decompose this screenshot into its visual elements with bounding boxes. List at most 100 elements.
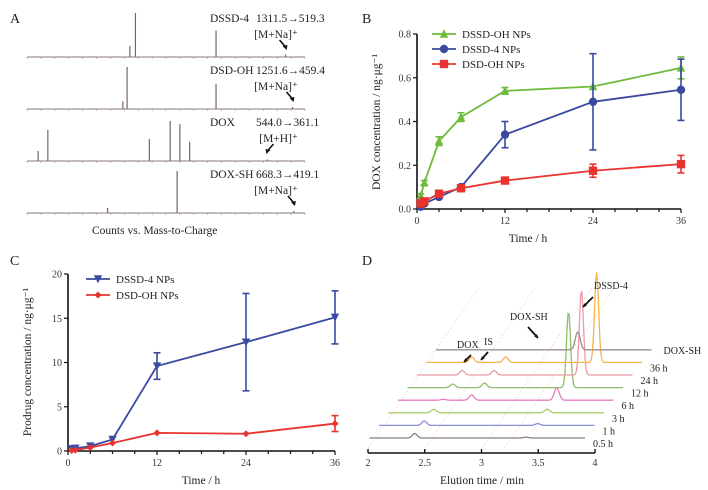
panel-c-letter: C [10, 254, 19, 269]
data-point-circle [676, 85, 686, 94]
chromatogram-trace [388, 408, 604, 414]
trace-label: 6 h [622, 401, 635, 412]
panel-c-prodrug-chart: 0 5 10 15 20 0 12 24 36 DSSD-4 NPs DSD-OH NPs [52, 270, 340, 470]
arrow-head-icon [282, 45, 288, 50]
data-point-triangle [434, 136, 444, 145]
panel-a-xlabel: Counts vs. Mass-to-Charge [92, 225, 217, 237]
trace-label: 1 h [603, 426, 616, 437]
chromatogram-trace [426, 272, 642, 364]
arrow-head-icon [290, 201, 296, 206]
x-tick-label: 36 [330, 458, 340, 469]
data-point-triangle [420, 178, 429, 187]
spectrum-transition: 1251.6→459.4 [256, 65, 325, 77]
legend-label: DSSD-OH NPs [462, 29, 531, 41]
arrow-head-icon [534, 334, 538, 338]
x-tick-label: 12 [500, 216, 510, 227]
arrow-head-icon [265, 149, 271, 154]
data-point-diamond [331, 420, 339, 428]
chromatogram-trace [435, 331, 652, 351]
y-tick-label: 20 [52, 270, 62, 281]
data-point-triangle [500, 86, 510, 95]
chromatogram-trace [378, 420, 595, 427]
spectrum-adduct: [M+Na]⁺ [254, 29, 298, 41]
y-tick-label: 0.0 [399, 205, 412, 216]
x-tick-label: 3 [479, 458, 484, 469]
legend-marker-triangle [439, 29, 449, 38]
legend-label: DSSD-4 NPs [462, 44, 520, 56]
data-point-diamond [153, 429, 161, 437]
peak-annotation: DOX [457, 340, 479, 351]
spectrum-transition: 1311.5→519.3 [256, 13, 325, 25]
perspective-guide [424, 287, 536, 449]
panel-c-ylabel: Prodrug concentration / ng·μg⁻¹ [22, 287, 34, 436]
panel-b-xlabel: Time / h [509, 233, 548, 245]
peak-annotation: DOX-SH [510, 312, 548, 323]
data-point-diamond [109, 439, 116, 447]
y-tick-label: 10 [52, 358, 62, 369]
spectrum-adduct: [M+Na]⁺ [254, 185, 298, 197]
panel-d-chromatogram: 2 2.5 3 3.5 4 0.5 h 1 h3 h 6 h12 h 24 h 36 h DOX-S… [366, 272, 702, 469]
series-line-dssd-oh-nps [419, 67, 682, 197]
trace-label: 36 h [650, 363, 668, 374]
data-point-diamond [71, 446, 79, 454]
data-point-square [420, 197, 429, 206]
legend-label: DSSD-4 NPs [116, 274, 174, 286]
spectrum-name: DSSD-4 [210, 13, 249, 25]
trace-label: 12 h [631, 389, 649, 400]
trace-label: DOX-SH [664, 346, 702, 357]
y-tick-label: 0.4 [399, 117, 412, 128]
panel-a-letter: A [10, 12, 21, 27]
legend-label: DSD-OH NPs [116, 290, 179, 302]
trace-label: 24 h [641, 376, 659, 387]
x-tick-label: 4 [593, 458, 598, 469]
data-point-square [434, 189, 444, 198]
perspective-guide [481, 287, 593, 449]
chromatogram-trace [397, 387, 614, 401]
spectrum-adduct: [M+H]⁺ [259, 133, 298, 145]
panel-a-mass-spectra: DSSD-4 1311.5→519.3 [M+Na]⁺ DSD-OH 1251.6→45… [26, 13, 325, 215]
x-tick-label: 24 [588, 216, 598, 227]
series-line-dssd-4-nps [71, 316, 336, 450]
x-tick-label: 2.5 [419, 458, 432, 469]
legend-label: DSD-OH NPs [462, 59, 525, 71]
spectrum-name: DSD-OH [210, 65, 253, 77]
spectrum-transition: 668.3→419.1 [256, 169, 320, 181]
panel-d-letter: D [362, 254, 372, 269]
spectrum-name: DOX-SH [210, 169, 253, 181]
data-point-circle [500, 130, 510, 139]
panel-d-xlabel: Elution time / min [440, 475, 524, 487]
x-tick-label: 12 [152, 458, 162, 469]
panel-b-letter: B [362, 12, 371, 27]
data-point-diamond [242, 430, 250, 438]
peak-annotation: IS [484, 337, 493, 348]
data-point-square [500, 176, 510, 185]
chromatogram-trace [407, 312, 623, 389]
legend-marker-square [439, 59, 449, 69]
y-tick-label: 0.6 [399, 73, 412, 84]
perspective-guide [504, 287, 615, 449]
data-point-square [676, 159, 686, 169]
arrow-head-icon [289, 97, 295, 102]
data-point-triangle [330, 313, 340, 322]
spectrum-transition: 544.0→361.1 [256, 117, 320, 129]
x-tick-label: 24 [241, 458, 251, 469]
perspective-guide [368, 287, 479, 449]
y-tick-label: 0.2 [399, 161, 412, 172]
data-point-triangle [456, 112, 466, 121]
arrow-head-icon [481, 356, 485, 360]
panel-b-ylabel: DOX concentration / ng·μg⁻¹ [371, 53, 383, 190]
legend-marker-circle [439, 44, 449, 54]
panel-b-dox-release-chart: 0.0 0.2 0.4 0.6 0.8 0 12 24 36 DSSD-OH NPs DSSD-4 … [399, 29, 687, 227]
y-tick-label: 5 [57, 402, 62, 413]
y-tick-label: 0 [57, 447, 62, 458]
chromatogram-trace [369, 432, 585, 439]
y-tick-label: 0.8 [399, 30, 412, 41]
y-tick-label: 15 [52, 314, 62, 325]
legend-marker-diamond [94, 291, 102, 299]
trace-label: 0.5 h [593, 439, 613, 450]
data-point-square [588, 166, 598, 175]
x-tick-label: 0 [66, 458, 71, 469]
x-tick-label: 36 [676, 216, 686, 227]
panel-c-xlabel: Time / h [182, 475, 221, 487]
